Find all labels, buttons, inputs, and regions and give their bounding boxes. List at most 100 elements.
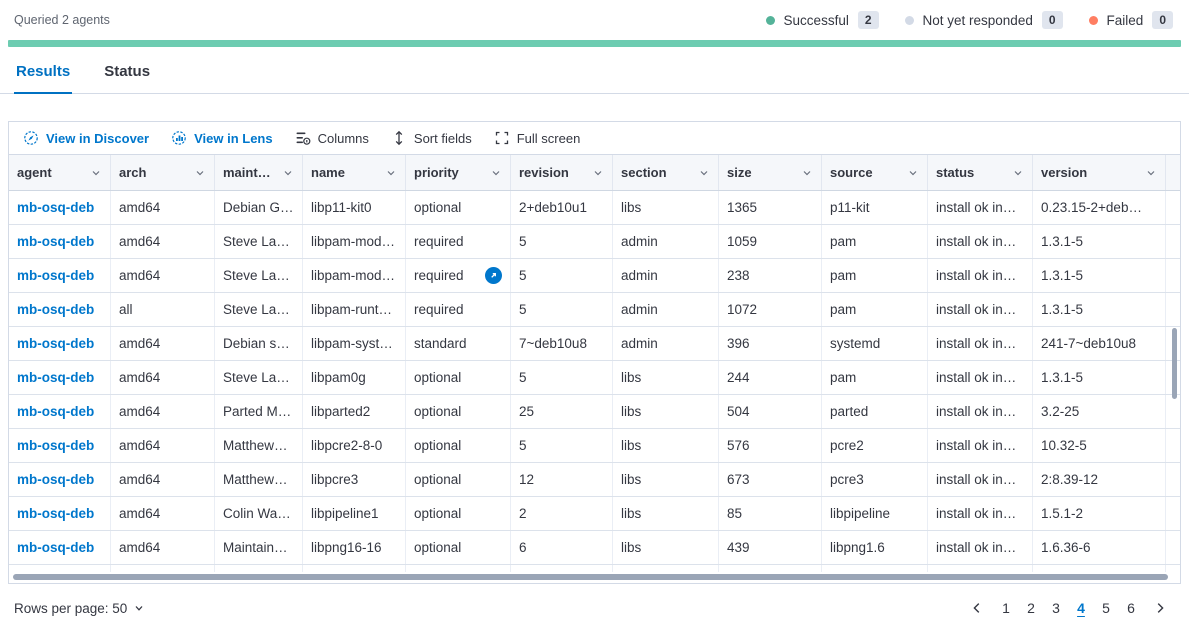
grid-cell-arch[interactable]: amd64 xyxy=(111,259,215,292)
sort-fields-button[interactable]: Sort fields xyxy=(381,122,482,154)
grid-cell-size[interactable]: 1059 xyxy=(719,225,822,258)
grid-cell-priority[interactable]: required xyxy=(406,259,511,292)
grid-cell-version[interactable]: 1.3.1-5 xyxy=(1033,293,1166,326)
grid-cell-section[interactable]: admin xyxy=(613,327,719,360)
grid-cell-size[interactable]: 1072 xyxy=(719,293,822,326)
grid-cell-name[interactable]: libpng16-16 xyxy=(303,531,406,564)
horizontal-scrollbar[interactable] xyxy=(13,574,1168,580)
grid-cell-size[interactable]: 439 xyxy=(719,531,822,564)
grid-cell-size[interactable]: 244 xyxy=(719,361,822,394)
grid-cell-status[interactable]: install ok in… xyxy=(928,463,1033,496)
grid-cell-maintainer[interactable]: Maintain… xyxy=(215,531,303,564)
grid-cell-arch[interactable]: amd64 xyxy=(111,361,215,394)
column-header-section[interactable]: section xyxy=(613,155,719,190)
grid-cell-revision[interactable]: 5 xyxy=(511,293,613,326)
grid-cell-agent[interactable]: mb-osq-deb xyxy=(9,531,111,564)
grid-cell-name[interactable]: libparted2 xyxy=(303,395,406,428)
grid-cell-size[interactable]: 1365 xyxy=(719,191,822,224)
grid-cell-priority[interactable]: optional xyxy=(406,395,511,428)
agent-link[interactable]: mb-osq-deb xyxy=(17,506,95,521)
grid-cell-version[interactable]: 1.3.1-5 xyxy=(1033,225,1166,258)
grid-cell-arch[interactable]: amd64 xyxy=(111,191,215,224)
grid-cell-revision[interactable]: 5 xyxy=(511,429,613,462)
grid-cell-maintainer[interactable]: Steve La… xyxy=(215,259,303,292)
agent-link[interactable]: mb-osq-deb xyxy=(17,472,95,487)
grid-cell-section[interactable]: libs xyxy=(613,191,719,224)
grid-cell-size[interactable]: 238 xyxy=(719,259,822,292)
grid-cell-status[interactable]: install ok in… xyxy=(928,259,1033,292)
page-button-5[interactable]: 5 xyxy=(1102,600,1110,616)
grid-cell-agent[interactable]: mb-osq-deb xyxy=(9,259,111,292)
grid-cell-source[interactable]: pam xyxy=(822,293,928,326)
grid-cell-priority[interactable]: optional xyxy=(406,497,511,530)
page-button-2[interactable]: 2 xyxy=(1027,600,1035,616)
grid-cell-maintainer[interactable]: Debian G… xyxy=(215,191,303,224)
grid-cell-arch[interactable]: amd64 xyxy=(111,395,215,428)
grid-cell-maintainer[interactable]: Matthew… xyxy=(215,463,303,496)
agent-link[interactable]: mb-osq-deb xyxy=(17,200,95,215)
previous-page-button[interactable] xyxy=(964,601,990,615)
grid-cell-priority[interactable]: required xyxy=(406,225,511,258)
grid-cell-status[interactable]: install ok in… xyxy=(928,361,1033,394)
grid-cell-version[interactable]: 1.3.1-5 xyxy=(1033,361,1166,394)
grid-cell-size[interactable]: 576 xyxy=(719,429,822,462)
grid-cell-status[interactable]: install ok in… xyxy=(928,191,1033,224)
grid-cell-priority[interactable]: required xyxy=(406,293,511,326)
view-in-discover-button[interactable]: View in Discover xyxy=(13,122,159,154)
grid-cell-arch[interactable]: amd64 xyxy=(111,327,215,360)
page-button-3[interactable]: 3 xyxy=(1052,600,1060,616)
grid-cell-source[interactable]: systemd xyxy=(822,327,928,360)
grid-cell-section[interactable]: admin xyxy=(613,293,719,326)
agent-link[interactable]: mb-osq-deb xyxy=(17,438,95,453)
grid-cell-arch[interactable]: amd64 xyxy=(111,225,215,258)
column-header-maintainer[interactable]: maint… xyxy=(215,155,303,190)
grid-cell-source[interactable]: pcre2 xyxy=(822,429,928,462)
agent-link[interactable]: mb-osq-deb xyxy=(17,268,95,283)
column-header-version[interactable]: version xyxy=(1033,155,1166,190)
grid-cell-status[interactable]: install ok in… xyxy=(928,395,1033,428)
grid-cell-agent[interactable]: mb-osq-deb xyxy=(9,293,111,326)
grid-cell-revision[interactable]: 2 xyxy=(511,497,613,530)
grid-cell-agent[interactable]: mb-osq-deb xyxy=(9,395,111,428)
full-screen-button[interactable]: Full screen xyxy=(484,122,591,154)
grid-cell-status[interactable]: install ok in… xyxy=(928,225,1033,258)
grid-cell-priority[interactable]: optional xyxy=(406,531,511,564)
grid-cell-revision[interactable]: 5 xyxy=(511,225,613,258)
column-header-status[interactable]: status xyxy=(928,155,1033,190)
grid-cell-status[interactable]: install ok in… xyxy=(928,429,1033,462)
grid-cell-source[interactable]: pam xyxy=(822,225,928,258)
grid-cell-section[interactable]: libs xyxy=(613,497,719,530)
grid-cell-name[interactable]: libpipeline1 xyxy=(303,497,406,530)
grid-cell-section[interactable]: libs xyxy=(613,463,719,496)
grid-cell-name[interactable]: libpam-mod… xyxy=(303,225,406,258)
grid-cell-agent[interactable]: mb-osq-deb xyxy=(9,327,111,360)
grid-cell-maintainer[interactable]: Steve La… xyxy=(215,225,303,258)
grid-cell-section[interactable]: libs xyxy=(613,531,719,564)
grid-cell-revision[interactable]: 5 xyxy=(511,259,613,292)
expand-cell-button[interactable] xyxy=(485,267,502,284)
grid-cell-status[interactable]: install ok in… xyxy=(928,293,1033,326)
column-header-priority[interactable]: priority xyxy=(406,155,511,190)
grid-cell-name[interactable]: libpam-syst… xyxy=(303,327,406,360)
tab-results[interactable]: Results xyxy=(14,47,73,94)
grid-cell-version[interactable]: 0.23.15-2+deb… xyxy=(1033,191,1166,224)
grid-cell-source[interactable]: pcre3 xyxy=(822,463,928,496)
grid-cell-size[interactable]: 673 xyxy=(719,463,822,496)
grid-cell-arch[interactable]: amd64 xyxy=(111,531,215,564)
grid-cell-agent[interactable]: mb-osq-deb xyxy=(9,463,111,496)
grid-cell-agent[interactable]: mb-osq-deb xyxy=(9,497,111,530)
grid-cell-name[interactable]: libpam-runt… xyxy=(303,293,406,326)
grid-cell-version[interactable]: 2:8.39-12 xyxy=(1033,463,1166,496)
grid-cell-priority[interactable]: optional xyxy=(406,463,511,496)
vertical-scrollbar[interactable] xyxy=(1172,328,1177,399)
grid-cell-version[interactable]: 1.5.1-2 xyxy=(1033,497,1166,530)
column-header-size[interactable]: size xyxy=(719,155,822,190)
grid-cell-arch[interactable]: amd64 xyxy=(111,463,215,496)
grid-cell-section[interactable]: libs xyxy=(613,361,719,394)
agent-link[interactable]: mb-osq-deb xyxy=(17,336,95,351)
agent-link[interactable]: mb-osq-deb xyxy=(17,540,95,555)
grid-cell-source[interactable]: parted xyxy=(822,395,928,428)
next-page-button[interactable] xyxy=(1147,601,1173,615)
page-button-4[interactable]: 4 xyxy=(1077,600,1085,616)
grid-cell-name[interactable]: libp11-kit0 xyxy=(303,191,406,224)
